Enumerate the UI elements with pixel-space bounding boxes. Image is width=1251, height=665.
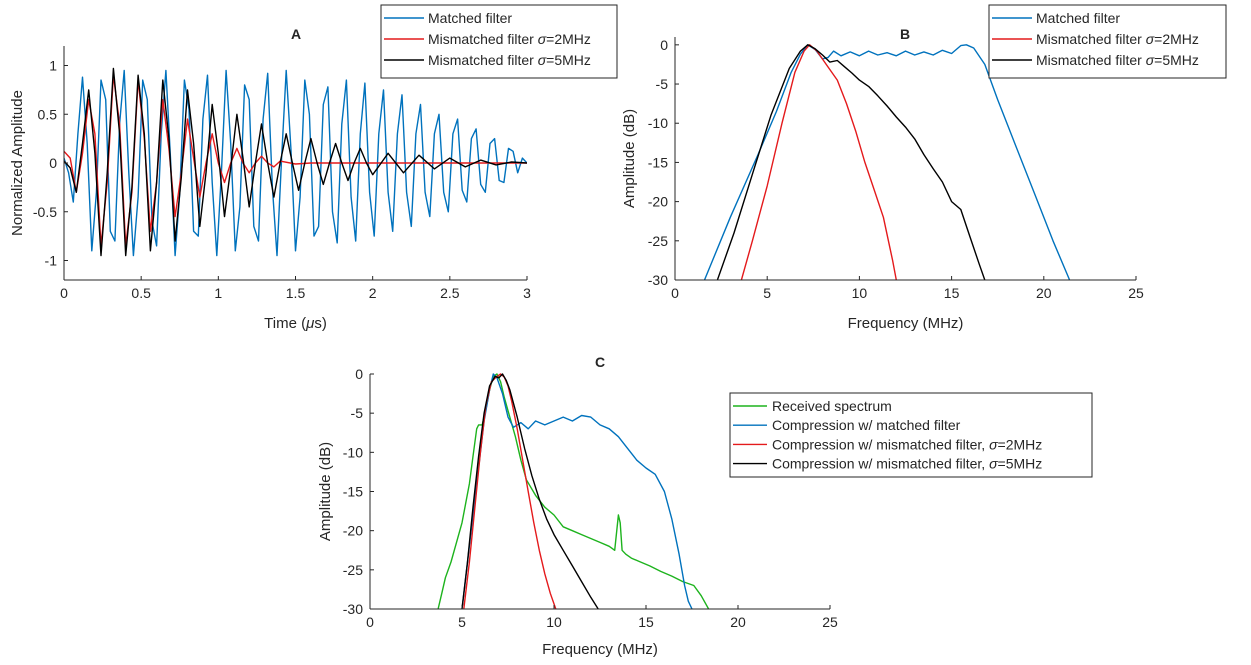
- x-axis-label: Time (μs): [264, 315, 327, 332]
- y-tick-label: -5: [656, 76, 669, 92]
- series-group: [437, 373, 710, 609]
- series-line-3: [716, 44, 986, 280]
- x-tick-label: 25: [1128, 285, 1144, 301]
- chart-title: B: [900, 26, 910, 42]
- x-tick-label: 20: [730, 614, 746, 630]
- series-line-4: [461, 373, 599, 609]
- x-tick-label: 3: [523, 285, 531, 301]
- series-line-3: [463, 373, 557, 609]
- x-tick-label: 0: [366, 614, 374, 630]
- chart-panel-c: 0 5 10 15 20 25 0 -5 -10 -15 -20 -25 -30 C Frequency (…: [317, 354, 1093, 658]
- x-tick-label: 20: [1036, 285, 1052, 301]
- x-tick-label: 2.5: [440, 285, 460, 301]
- series-line-3: [64, 67, 527, 257]
- legend: Matched filter Mismatched filter σ=2MHz Mi…: [380, 4, 618, 79]
- y-tick-label: -15: [648, 154, 668, 170]
- x-tick-label: 15: [944, 285, 960, 301]
- y-tick-label: -10: [648, 115, 668, 131]
- y-tick-label: -15: [343, 484, 363, 500]
- legend: Received spectrum Compression w/ matched …: [729, 392, 1093, 478]
- y-tick-label: -30: [648, 272, 668, 288]
- legend-label: Compression w/ mismatched filter, σ=2MHz: [772, 436, 1042, 452]
- x-tick-label: 0.5: [131, 285, 151, 301]
- y-axis-label: Amplitude (dB): [317, 442, 334, 541]
- x-tick-label: 10: [852, 285, 868, 301]
- legend-label: Compression w/ mismatched filter, σ=5MHz: [772, 456, 1042, 472]
- chart-title: A: [291, 26, 301, 42]
- legend-label: Matched filter: [428, 10, 512, 26]
- legend-label: Mismatched filter σ=5MHz: [1036, 52, 1199, 68]
- series-line-1: [64, 69, 527, 257]
- series-line-1: [703, 44, 1071, 280]
- y-tick-label: -10: [343, 444, 363, 460]
- legend-label: Mismatched filter σ=2MHz: [1036, 31, 1199, 47]
- y-tick-label: 0: [355, 366, 363, 382]
- y-tick-label: -0.5: [33, 204, 57, 220]
- chart-panel-a: 0 0.5 1 1.5 2 2.5 3 1 0.5 0 -0.5 -1 A Time (μs) Normal…: [9, 4, 618, 332]
- x-axis-label: Frequency (MHz): [542, 641, 658, 658]
- y-tick-label: 1: [49, 58, 57, 74]
- x-axis-label: Frequency (MHz): [848, 315, 964, 332]
- series-line-2: [740, 44, 897, 280]
- legend-label: Mismatched filter σ=5MHz: [428, 52, 591, 68]
- y-tick-label: -5: [351, 405, 364, 421]
- legend: Matched filter Mismatched filter σ=2MHz Mi…: [988, 4, 1227, 79]
- chart-title: C: [595, 354, 605, 370]
- y-tick-label: -20: [648, 194, 668, 210]
- y-tick-label: 0.5: [38, 106, 58, 122]
- legend-label: Matched filter: [1036, 10, 1120, 26]
- legend-label: Mismatched filter σ=2MHz: [428, 31, 591, 47]
- y-tick-label: -30: [343, 601, 363, 617]
- legend-label: Received spectrum: [772, 398, 892, 414]
- series-group: [64, 67, 527, 257]
- series-group: [703, 44, 1071, 280]
- y-axis-label: Normalized Amplitude: [9, 90, 26, 236]
- x-tick-label: 15: [638, 614, 654, 630]
- y-tick-label: -20: [343, 523, 363, 539]
- x-tick-label: 10: [546, 614, 562, 630]
- y-tick-label: 0: [660, 37, 668, 53]
- legend-label: Compression w/ matched filter: [772, 417, 961, 433]
- y-tick-label: -1: [45, 253, 58, 269]
- x-tick-label: 0: [60, 285, 68, 301]
- y-tick-label: 0: [49, 155, 57, 171]
- x-tick-label: 1: [214, 285, 222, 301]
- series-line-1: [437, 373, 710, 609]
- legend-box: [380, 4, 618, 79]
- y-tick-label: -25: [343, 562, 363, 578]
- legend-box: [988, 4, 1227, 79]
- y-axis-label: Amplitude (dB): [621, 109, 638, 208]
- x-tick-label: 5: [458, 614, 466, 630]
- y-tick-label: -25: [648, 233, 668, 249]
- legend-box: [729, 392, 1093, 478]
- x-tick-label: 25: [822, 614, 838, 630]
- x-tick-label: 5: [763, 285, 771, 301]
- x-tick-label: 0: [671, 285, 679, 301]
- x-tick-label: 1.5: [286, 285, 306, 301]
- x-tick-label: 2: [369, 285, 377, 301]
- chart-panel-b: 0 5 10 15 20 25 0 -5 -10 -15 -20 -25 -30 B Frequency (…: [621, 4, 1227, 332]
